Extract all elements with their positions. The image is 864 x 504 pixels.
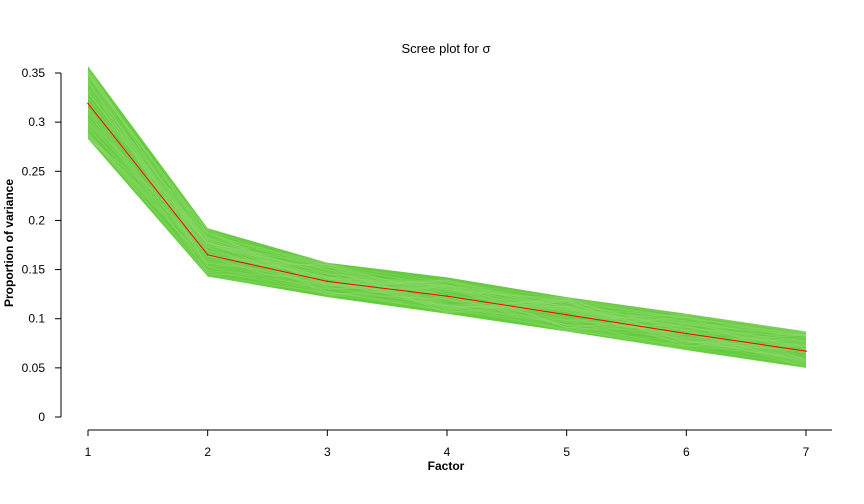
draw-line xyxy=(87,124,807,367)
draw-line xyxy=(87,126,807,347)
draw-line xyxy=(87,101,807,334)
x-tick-label: 6 xyxy=(683,445,690,459)
draw-line xyxy=(87,92,807,337)
x-tick-label: 5 xyxy=(563,445,570,459)
y-tick-label: 0.15 xyxy=(22,263,46,277)
y-tick-label: 0.25 xyxy=(22,164,46,178)
draw-line xyxy=(87,137,807,343)
draws-band-layer xyxy=(87,66,807,369)
y-tick-label: 0.2 xyxy=(28,213,45,227)
y-axis-ticks: 0 0.05 0.1 0.15 0.2 0.25 0.3 0.35 xyxy=(22,66,61,424)
mean-point xyxy=(326,280,329,283)
y-tick-label: 0.1 xyxy=(28,312,45,326)
draw-line xyxy=(87,103,807,368)
y-tick-label: 0.3 xyxy=(28,115,45,129)
x-axis-ticks: 1 2 3 4 5 6 7 xyxy=(85,430,810,459)
y-tick-label: 0.05 xyxy=(22,361,46,375)
x-axis-title: Factor xyxy=(428,459,465,473)
mean-point xyxy=(206,254,209,256)
draw-line xyxy=(87,109,807,346)
draw-line xyxy=(87,78,807,337)
draw-line xyxy=(87,74,807,369)
draw-line xyxy=(87,86,807,345)
y-axis-title: Proportion of variance xyxy=(2,179,16,307)
mean-point xyxy=(805,350,807,352)
draw-line xyxy=(87,69,807,354)
x-tick-label: 4 xyxy=(444,445,451,459)
draw-line xyxy=(87,121,807,342)
draw-line xyxy=(87,109,807,350)
mean-point xyxy=(87,102,89,105)
draw-line xyxy=(87,134,807,342)
draw-line xyxy=(87,71,807,336)
x-tick-label: 2 xyxy=(204,445,211,459)
plot-area xyxy=(87,66,807,369)
mean-line-layer xyxy=(87,102,807,352)
draw-line xyxy=(87,133,807,361)
mean-point xyxy=(685,332,688,335)
mean-point xyxy=(565,313,568,316)
y-tick-label: 0 xyxy=(38,410,45,424)
draw-line xyxy=(87,76,807,354)
draw-line xyxy=(87,102,807,342)
mean-point xyxy=(446,295,448,297)
x-tick-label: 3 xyxy=(324,445,331,459)
x-tick-label: 1 xyxy=(85,445,92,459)
y-tick-label: 0.35 xyxy=(22,66,46,80)
chart-title: Scree plot for σ xyxy=(402,41,491,56)
x-tick-label: 7 xyxy=(803,445,810,459)
draw-line xyxy=(87,93,807,349)
